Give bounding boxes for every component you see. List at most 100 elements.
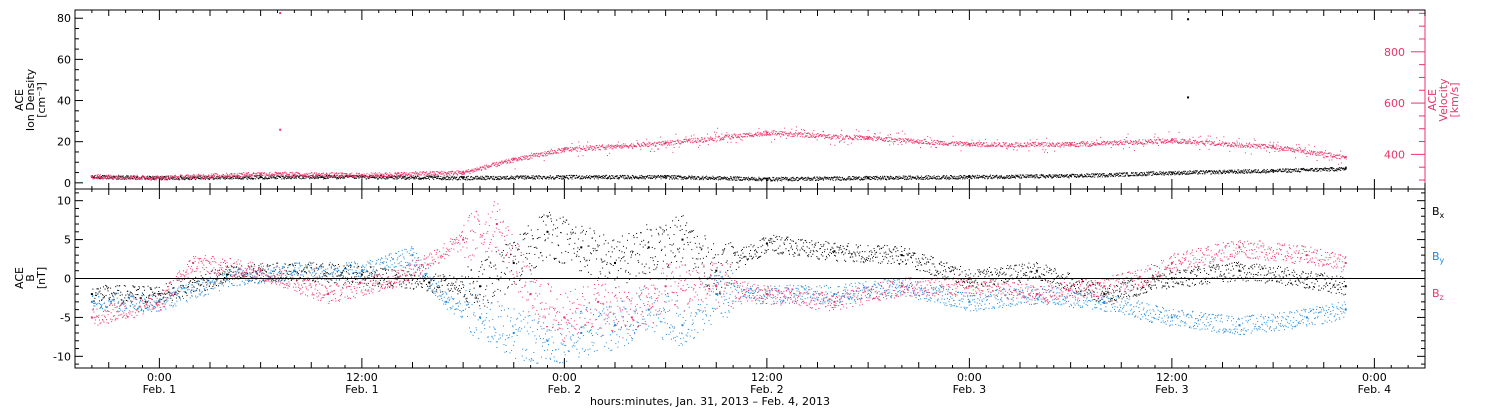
density-point <box>867 176 870 179</box>
density-point <box>1203 172 1205 174</box>
density-point <box>1303 168 1305 170</box>
density-point <box>1093 174 1095 176</box>
density-point <box>817 179 819 181</box>
velocity-point <box>617 145 619 147</box>
velocity-point <box>380 173 382 175</box>
velocity-point <box>252 174 254 176</box>
velocity-point <box>812 134 814 136</box>
density-point <box>730 176 732 178</box>
velocity-point <box>461 172 463 174</box>
density-point <box>618 178 620 180</box>
velocity-point <box>896 138 898 140</box>
density-point <box>498 178 500 180</box>
velocity-point <box>539 156 541 158</box>
velocity-point <box>166 178 168 180</box>
density-point <box>1332 167 1334 169</box>
velocity-point <box>679 143 681 145</box>
velocity-point <box>467 171 469 173</box>
density-point <box>869 179 871 181</box>
density-point <box>1136 172 1138 174</box>
density-point <box>278 176 280 178</box>
density-point <box>1231 169 1233 171</box>
density-point <box>1140 172 1142 174</box>
density-point <box>1021 177 1023 179</box>
density-point <box>1173 171 1175 173</box>
density-point <box>263 177 265 179</box>
velocity-point <box>505 159 507 161</box>
density-point <box>1081 173 1083 175</box>
density-point <box>1332 167 1334 169</box>
density-point <box>1077 176 1079 178</box>
density-point <box>1110 173 1112 175</box>
velocity-point <box>707 137 709 139</box>
density-point <box>729 177 731 179</box>
velocity-point <box>898 137 900 139</box>
density-point <box>558 175 560 177</box>
density-point <box>811 179 813 181</box>
density-point <box>684 176 686 178</box>
density-point <box>679 176 681 178</box>
density-point <box>1117 173 1119 175</box>
velocity-point <box>115 178 117 180</box>
velocity-point <box>483 166 485 168</box>
density-point <box>1236 171 1237 173</box>
velocity-point <box>471 170 473 172</box>
density-point <box>1079 175 1081 177</box>
density-point <box>627 176 629 178</box>
density-point <box>1301 168 1303 170</box>
velocity-point <box>368 176 370 178</box>
density-point <box>291 177 292 179</box>
density-point <box>158 178 160 180</box>
velocity-point <box>649 145 651 147</box>
density-point <box>1257 171 1259 173</box>
density-point <box>607 176 609 178</box>
density-point <box>1188 172 1190 174</box>
velocity-point <box>250 176 252 178</box>
velocity-point <box>276 172 278 174</box>
density-point <box>754 177 756 179</box>
velocity-point <box>319 176 321 178</box>
velocity-point <box>914 141 916 143</box>
density-point <box>836 176 838 178</box>
density-point <box>758 178 760 180</box>
density-point <box>246 178 248 180</box>
density-point <box>1031 176 1033 178</box>
density-point <box>634 176 636 178</box>
density-point <box>447 178 449 180</box>
density-point <box>997 178 999 180</box>
density-point <box>309 178 311 180</box>
density-point <box>536 176 538 178</box>
velocity-point <box>282 172 284 174</box>
density-point <box>247 178 249 180</box>
density-point <box>496 178 498 180</box>
velocity-point <box>820 134 822 136</box>
density-point <box>831 178 833 180</box>
velocity-point <box>425 175 427 177</box>
density-point <box>1086 176 1088 178</box>
density-point <box>1049 174 1051 176</box>
velocity-point <box>97 178 99 180</box>
density-point <box>717 176 719 178</box>
density-point <box>700 178 702 180</box>
velocity-point <box>255 172 257 174</box>
density-point <box>1257 169 1259 171</box>
velocity-point <box>554 152 556 154</box>
density-point <box>533 178 535 180</box>
density-point <box>462 177 464 179</box>
velocity-point <box>198 175 200 177</box>
velocity-point <box>670 142 672 144</box>
density-point <box>575 177 577 179</box>
velocity-point <box>602 145 604 147</box>
velocity-point <box>240 173 242 175</box>
velocity-point <box>685 136 687 138</box>
velocity-point <box>766 134 768 136</box>
velocity-point <box>292 171 294 173</box>
velocity-point <box>845 136 847 138</box>
density-point <box>1084 176 1086 178</box>
density-point <box>666 176 668 178</box>
velocity-point <box>427 173 429 175</box>
velocity-point <box>201 174 203 176</box>
velocity-point <box>850 142 852 144</box>
velocity-point <box>548 151 550 153</box>
density-point <box>1316 168 1318 170</box>
